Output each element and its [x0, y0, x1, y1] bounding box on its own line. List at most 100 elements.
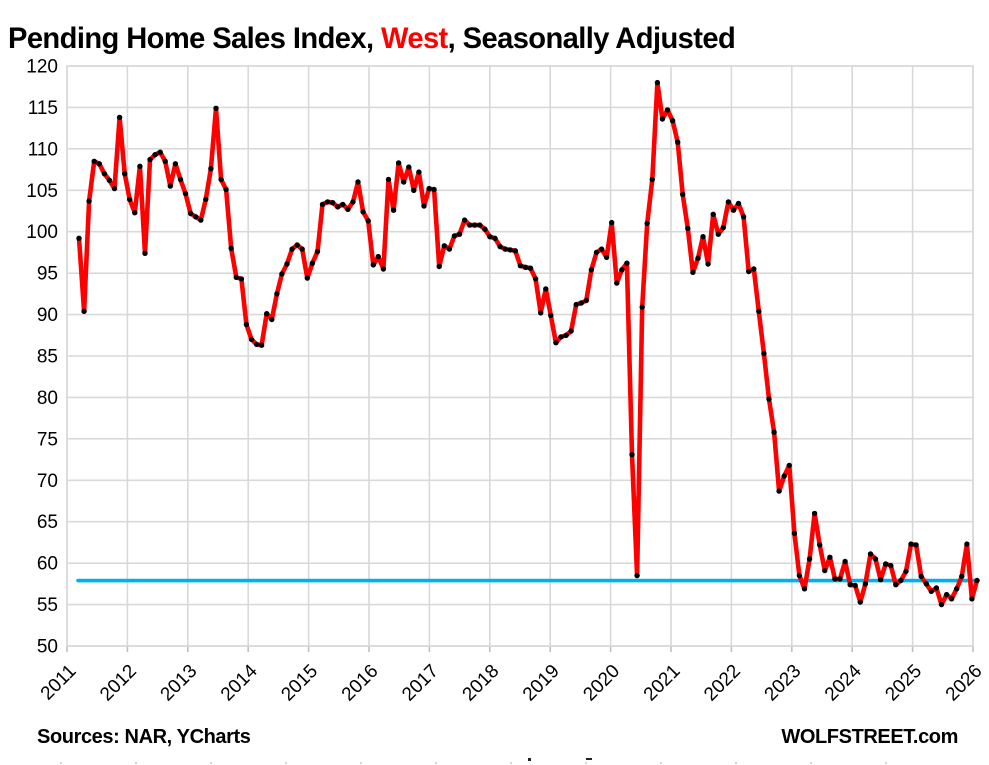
data-point-marker [152, 152, 158, 158]
data-point-marker [456, 231, 463, 237]
data-point-marker [675, 139, 681, 145]
data-point-marker [319, 201, 326, 208]
y-tick-label: 55 [37, 595, 58, 616]
data-point-marker [776, 488, 782, 494]
chart-title-region-highlight: West [380, 22, 448, 56]
data-point-marker [948, 596, 955, 602]
data-point-marker [487, 234, 493, 240]
data-point-marker [167, 183, 173, 189]
data-point-marker [558, 334, 564, 340]
y-tick-label: 70 [37, 471, 58, 492]
data-point-marker [431, 186, 437, 193]
data-point-marker [517, 263, 524, 269]
data-point-marker [279, 271, 285, 277]
data-point-marker [553, 340, 559, 346]
data-point-marker [852, 582, 858, 589]
data-point-marker [837, 576, 843, 582]
data-point-marker [918, 573, 924, 580]
data-point-marker [441, 243, 447, 249]
data-point-marker [228, 245, 234, 251]
data-point-marker [634, 572, 640, 579]
data-point-marker [472, 222, 478, 228]
x-tick-label: 2017 [398, 661, 443, 706]
line-chart-plot-area: 120 115 110 105 100 95 90 85 80 75 70 65 60 55 50 2011 2… [26, 57, 986, 706]
data-point-marker [746, 268, 752, 275]
x-tick-label: 2018 [459, 661, 504, 706]
data-point-marker [355, 179, 361, 185]
data-point-marker [96, 161, 103, 167]
data-point-marker [786, 462, 792, 469]
data-point-marker [370, 262, 376, 268]
data-point-marker [619, 267, 625, 273]
data-point-marker [375, 253, 381, 260]
data-point-marker [507, 247, 513, 253]
data-point-marker [111, 185, 118, 192]
data-point-marker [974, 577, 980, 584]
data-point-marker [959, 573, 965, 580]
y-tick-label: 105 [26, 181, 58, 202]
y-tick-label: 65 [37, 512, 58, 533]
data-point-marker [467, 222, 473, 228]
data-point-marker [172, 161, 179, 167]
data-point-marker [182, 190, 189, 197]
data-point-marker [695, 255, 701, 261]
data-point-marker [649, 176, 655, 183]
data-point-marker [969, 596, 975, 602]
data-point-marker [543, 286, 549, 292]
pending-home-sales-line [76, 80, 980, 607]
data-point-marker [81, 308, 87, 314]
y-tick-label: 120 [26, 57, 58, 78]
data-point-marker [248, 336, 255, 343]
data-point-marker [903, 568, 909, 575]
data-point-marker [730, 207, 737, 213]
data-point-marker [801, 586, 808, 592]
data-point-marker [680, 191, 686, 198]
data-point-marker [862, 581, 869, 587]
data-point-marker [335, 204, 341, 210]
data-point-marker [811, 510, 818, 517]
data-point-marker [756, 308, 762, 314]
data-point-marker [157, 149, 163, 155]
data-point-marker [603, 254, 610, 261]
data-point-marker [669, 118, 676, 124]
x-tick-label: 2011 [37, 661, 81, 705]
data-point-marker [193, 214, 199, 220]
x-tick-label: 2019 [519, 661, 564, 706]
y-tick-label: 80 [37, 388, 58, 409]
data-point-marker [421, 203, 427, 209]
data-point-marker [624, 260, 630, 266]
data-point-marker [654, 79, 661, 86]
y-tick-label: 110 [28, 139, 58, 160]
data-point-marker [791, 530, 798, 536]
data-point-marker [238, 276, 245, 282]
data-point-marker [116, 114, 123, 121]
data-point-marker [548, 312, 554, 319]
data-point-marker [954, 586, 960, 592]
wolfstreet-watermark: WOLFSTREET.com [781, 726, 958, 748]
data-point-marker [477, 222, 483, 228]
data-point-marker [629, 451, 635, 458]
data-point-marker [715, 231, 721, 237]
data-point-marker [243, 321, 250, 328]
data-point-marker [451, 233, 458, 239]
x-tick-label: 2025 [881, 661, 926, 706]
data-point-marker [908, 541, 914, 547]
y-tick-label: 75 [37, 429, 58, 450]
data-point-marker [502, 246, 508, 252]
data-point-marker [847, 582, 853, 588]
data-point-marker [609, 219, 615, 226]
data-point-marker [91, 158, 97, 164]
data-point-marker [223, 186, 229, 193]
data-point-marker [289, 246, 295, 252]
data-point-marker [822, 567, 828, 574]
data-point-marker [751, 266, 757, 272]
y-tick-label: 95 [37, 264, 58, 285]
data-point-marker [132, 210, 138, 216]
data-point-marker [350, 199, 356, 205]
x-tick-label: 2015 [277, 661, 322, 706]
data-point-marker [411, 187, 417, 193]
data-point-marker [208, 166, 214, 172]
data-point-marker [401, 179, 407, 185]
data-point-marker [740, 214, 747, 220]
data-point-marker [710, 211, 716, 217]
